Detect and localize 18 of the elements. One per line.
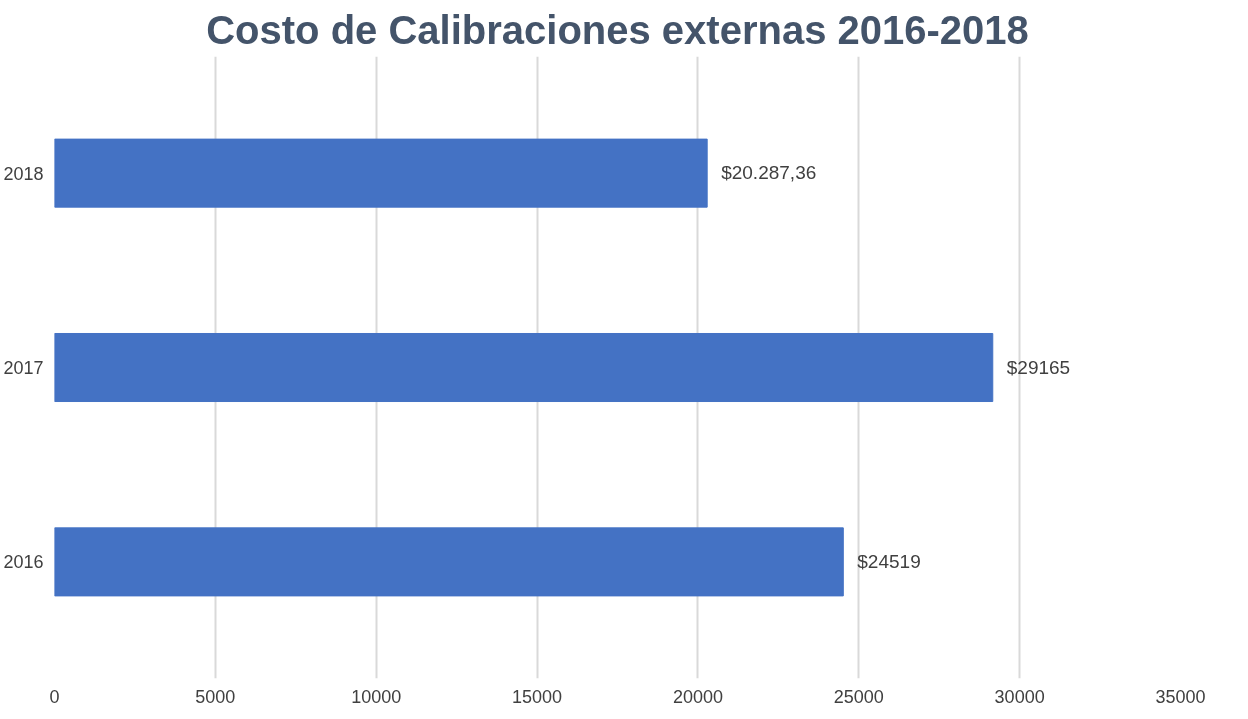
data-label: $29165 xyxy=(1006,356,1071,378)
bar xyxy=(54,527,844,597)
x-tick-label: 25000 xyxy=(833,686,884,707)
bar xyxy=(54,138,708,208)
x-tick-label: 15000 xyxy=(512,686,563,707)
y-tick-label: 2017 xyxy=(3,358,44,378)
x-tick-label: 0 xyxy=(49,686,60,707)
x-tick-label: 30000 xyxy=(994,686,1045,707)
y-tick-label: 2016 xyxy=(3,552,44,573)
x-tick-label: 35000 xyxy=(1155,686,1206,707)
x-tick-label: 10000 xyxy=(351,686,402,707)
data-label: $20.287,36 xyxy=(721,162,817,184)
bar xyxy=(54,332,994,403)
y-tick-label: 2018 xyxy=(3,163,44,184)
chart-title: Costo de Calibraciones externas 2016-2018 xyxy=(206,7,1029,52)
data-label: $24519 xyxy=(857,550,921,572)
x-tick-label: 5000 xyxy=(195,686,236,707)
x-tick-label: 20000 xyxy=(672,686,723,707)
